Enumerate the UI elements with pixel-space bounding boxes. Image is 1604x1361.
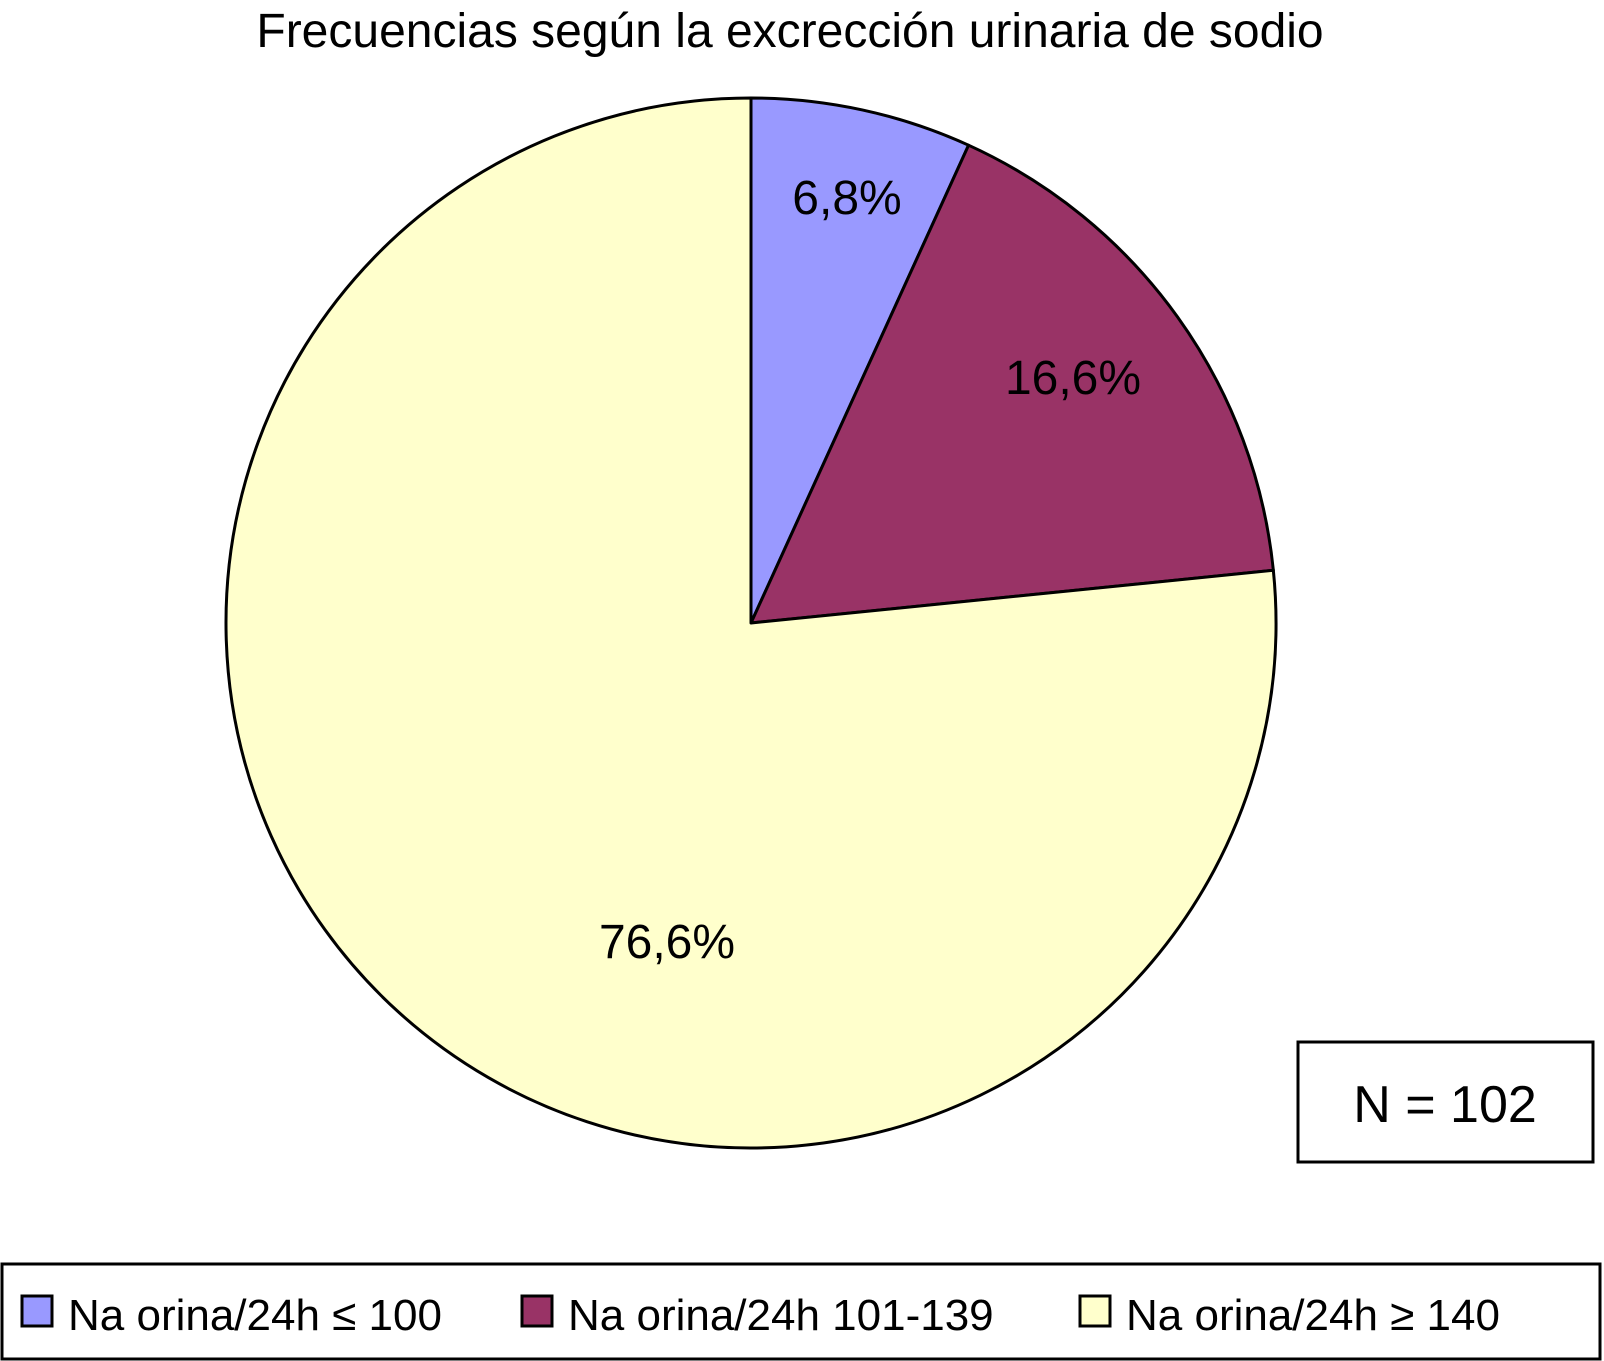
legend-item: Na orina/24h 101-139 [520,1291,994,1340]
legend-swatch [1078,1294,1112,1328]
legend-label: Na orina/24h ≤ 100 [68,1291,442,1340]
legend-swatch [20,1294,54,1328]
legend-item: Na orina/24h ≥ 140 [1078,1291,1500,1340]
chart-title: Frecuencias según la excrección urinaria… [256,5,1323,58]
slice-data-label: 6,8% [792,172,901,225]
pie-slice [224,96,1278,1150]
pie-slices [224,96,1278,1150]
pie-slice [749,96,971,625]
n-annotation-box: N = 102 [1296,1040,1595,1164]
slice-data-label: 76,6% [599,916,735,969]
legend: Na orina/24h ≤ 100 Na orina/24h 101-139 Na… [0,1262,1602,1361]
pie-slice [749,143,1275,625]
legend-label: Na orina/24h ≥ 140 [1126,1291,1500,1340]
legend-item: Na orina/24h ≤ 100 [20,1291,442,1340]
legend-label: Na orina/24h 101-139 [568,1291,994,1340]
n-annotation: N = 102 [1353,1076,1537,1134]
slice-data-label: 16,6% [1005,352,1141,405]
legend-swatch [520,1294,554,1328]
pie-slice-labels: 6,8% 16,6% 76,6% [599,172,1141,969]
